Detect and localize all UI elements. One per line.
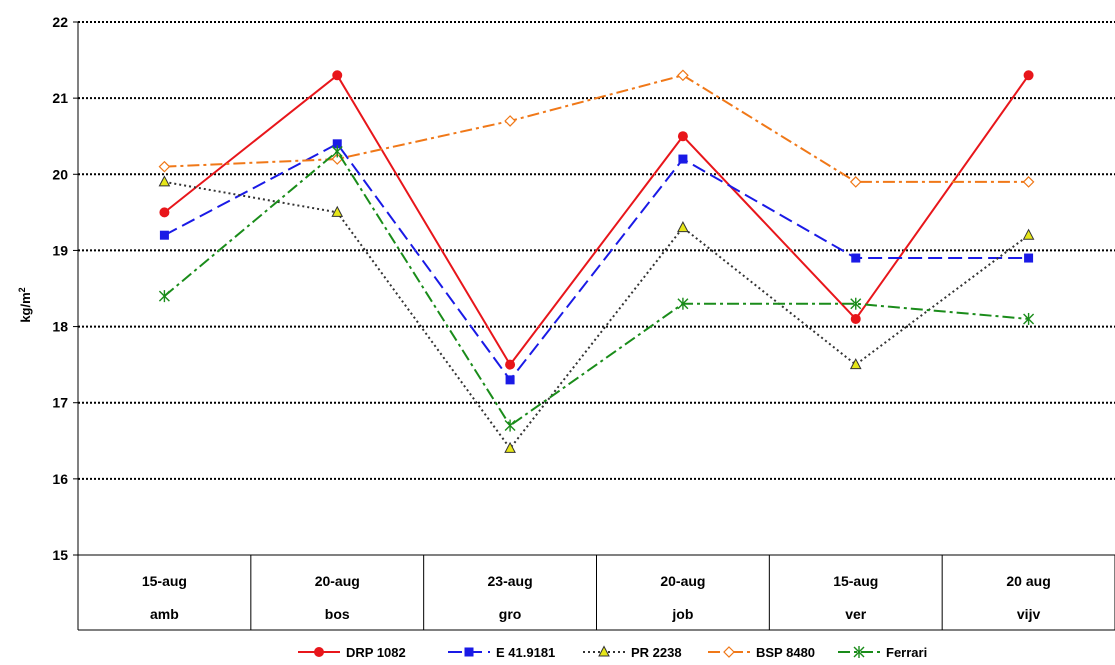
y-tick-label: 17 (52, 395, 68, 411)
point-marker (677, 69, 689, 82)
point-marker (1022, 176, 1035, 188)
point-marker (850, 297, 862, 310)
category-date-label: 20-aug (660, 573, 705, 589)
point-marker (1022, 228, 1035, 240)
y-tick-label: 16 (52, 471, 68, 487)
series-line (163, 74, 1030, 366)
series-ferrari (158, 145, 1035, 432)
legend-label: E 41.9181 (496, 645, 555, 660)
point-marker (505, 359, 516, 370)
point-marker (158, 160, 171, 173)
legend-item: E 41.9181 (448, 645, 555, 660)
point-marker (678, 154, 688, 164)
category-date-label: 23-aug (488, 573, 533, 589)
series-layer (158, 69, 1035, 453)
point-marker (331, 205, 344, 217)
y-tick-label: 18 (52, 319, 68, 335)
series-pr-2238 (158, 175, 1035, 453)
category-site-label: ver (845, 606, 867, 622)
category-site-label: gro (499, 606, 522, 622)
legend-item: DRP 1082 (298, 645, 406, 660)
point-marker (504, 441, 516, 453)
point-marker (159, 230, 169, 240)
point-marker (853, 646, 865, 658)
y-tick-label: 21 (52, 90, 68, 106)
point-marker (314, 647, 324, 657)
point-marker (332, 70, 343, 81)
legend-item: BSP 8480 (708, 645, 815, 660)
y-tick-label: 19 (52, 242, 68, 258)
grid-layer (78, 21, 1115, 480)
category-site-label: vijv (1017, 606, 1041, 622)
series-line (164, 180, 1030, 450)
category-date-label: 15-aug (833, 573, 878, 589)
y-tick-label: 20 (52, 166, 68, 182)
point-marker (159, 207, 170, 218)
legend-item: Ferrari (838, 645, 927, 660)
axis-layer: 15 16 17 18 19 20 21 22 15-aug amb 20-aug bos 23-aug… (52, 14, 1115, 631)
point-marker (504, 115, 516, 127)
legend-label: Ferrari (886, 645, 927, 660)
series-drp-1082 (159, 70, 1034, 370)
series-line (163, 142, 1029, 381)
y-axis-label-superscript: 2 (17, 287, 27, 292)
point-marker (677, 297, 689, 310)
point-marker (1023, 70, 1034, 81)
point-marker (331, 145, 343, 158)
series-bsp-8480 (158, 69, 1035, 188)
category-site-label: amb (150, 606, 179, 622)
series-e-41-9181 (159, 139, 1034, 385)
point-marker (723, 646, 735, 658)
point-marker (677, 131, 688, 142)
point-marker (332, 139, 342, 149)
legend-label: BSP 8480 (756, 645, 815, 660)
point-marker (598, 645, 610, 657)
point-marker (158, 175, 171, 187)
point-marker (1023, 312, 1035, 325)
point-marker (851, 253, 861, 263)
series-line (164, 74, 1029, 183)
point-marker (849, 176, 862, 188)
category-date-label: 20-aug (315, 573, 360, 589)
point-marker (158, 290, 170, 303)
point-marker (1024, 253, 1034, 263)
point-marker (504, 419, 516, 432)
point-marker (850, 313, 861, 324)
category-date-label: 20 aug (1006, 573, 1050, 589)
legend-item: PR 2238 (583, 645, 682, 660)
y-axis-label: kg/m2 (17, 287, 33, 322)
legend-label: DRP 1082 (346, 645, 406, 660)
legend-label: PR 2238 (631, 645, 682, 660)
point-marker (464, 647, 474, 657)
category-date-label: 15-aug (142, 573, 187, 589)
y-tick-label: 15 (52, 547, 68, 563)
point-marker (677, 221, 689, 233)
legend: DRP 1082 E 41.9181 PR 2238 BSP 8480 Ferrari (298, 645, 927, 660)
point-marker (849, 358, 862, 370)
category-site-label: bos (325, 606, 350, 622)
y-tick-label: 22 (52, 14, 68, 30)
series-line (163, 150, 1029, 427)
point-marker (505, 375, 515, 385)
category-site-label: job (671, 606, 693, 622)
